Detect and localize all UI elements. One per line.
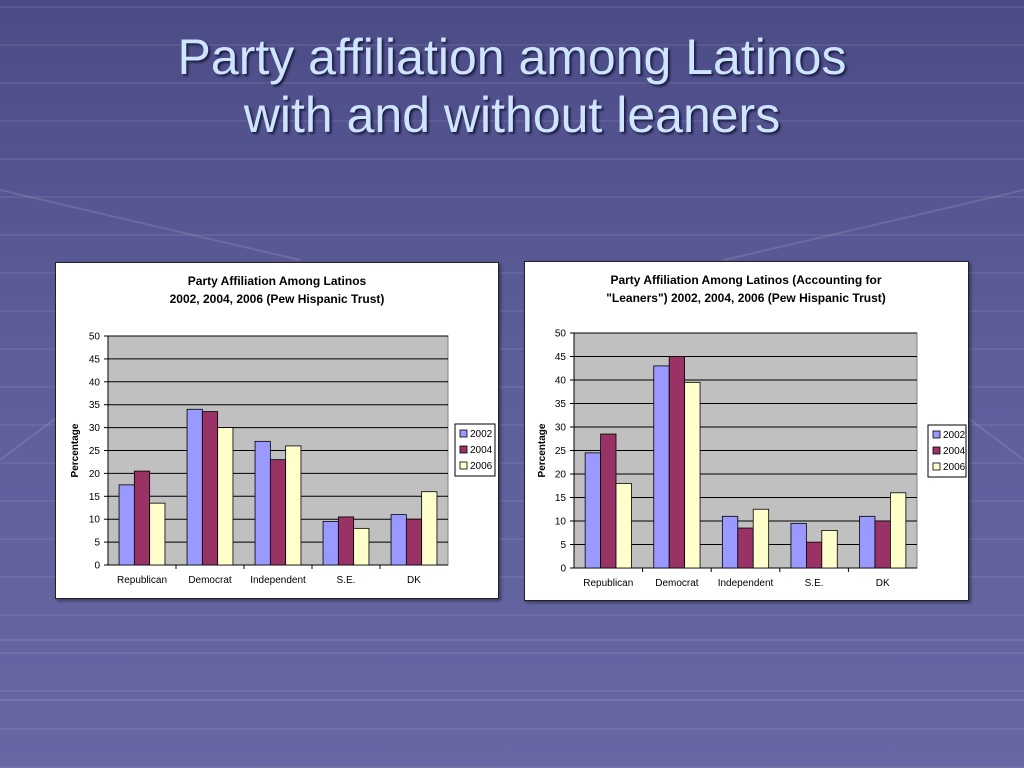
legend-label-2004: 2004 (943, 446, 966, 457)
bar-2006-independent (752, 508, 770, 569)
bar-2002-dk (390, 514, 407, 566)
bar-2002-independent (254, 440, 271, 566)
bar-2004-democrat (668, 356, 686, 569)
y-tick-label: 50 (89, 332, 101, 343)
bar-2002-se (790, 522, 807, 569)
y-tick-label: 25 (89, 446, 101, 457)
y-tick-label: 20 (89, 469, 101, 480)
chart-title-line-1: Party Affiliation Among Latinos (Account… (610, 273, 881, 287)
y-tick-label: 15 (555, 493, 567, 504)
bar-2002-democrat (186, 408, 203, 566)
bar-2006-dk (890, 492, 907, 569)
y-tick-label: 0 (560, 564, 566, 575)
bar-2004-independent (737, 527, 754, 569)
chart-title-line-2: 2002, 2004, 2006 (Pew Hispanic Trust) (170, 292, 385, 306)
y-tick-label: 5 (94, 538, 100, 549)
bar-2006-se (821, 529, 838, 569)
bar-2006-republican (149, 502, 166, 566)
legend-label-2004: 2004 (470, 445, 493, 456)
bar-chart-without-leaners: Party Affiliation Among Latinos 2002, 200… (70, 274, 496, 586)
legend-swatch-2004 (459, 445, 468, 454)
x-tick-label: Independent (718, 578, 774, 589)
bar-2002-republican (118, 484, 135, 566)
x-tick-label: DK (876, 578, 890, 589)
y-tick-label: 5 (560, 540, 566, 551)
bar-2002-republican (584, 452, 601, 569)
legend-label-2002: 2002 (943, 430, 966, 441)
bar-2004-republican (133, 470, 151, 566)
slide-title-line-2: with and without leaners (243, 87, 781, 143)
x-tick-label: Democrat (655, 578, 699, 589)
bar-2004-dk (874, 520, 891, 569)
y-tick-label: 40 (555, 376, 567, 387)
bar-2006-republican (615, 482, 632, 569)
legend-swatch-2002 (459, 429, 468, 438)
bar-chart-with-leaners: Party Affiliation Among Latinos (Account… (537, 273, 967, 589)
y-tick-label: 45 (89, 354, 101, 365)
y-tick-label: 40 (89, 377, 101, 388)
bar-2006-independent (285, 445, 302, 566)
y-tick-label: 35 (89, 400, 101, 411)
bar-2006-democrat (684, 381, 701, 569)
x-tick-label: Republican (117, 575, 167, 586)
x-tick-label: Democrat (188, 575, 232, 586)
y-tick-label: 45 (555, 352, 567, 363)
bar-2004-dk (405, 518, 423, 566)
y-tick-label: 10 (89, 515, 101, 526)
y-tick-label: 30 (555, 423, 567, 434)
bar-2002-se (322, 521, 339, 566)
y-tick-label: 35 (555, 399, 567, 410)
chart-panel-without-leaners: Party Affiliation Among Latinos 2002, 200… (55, 262, 499, 599)
chart-title-line-2: "Leaners") 2002, 2004, 2006 (Pew Hispani… (606, 291, 886, 305)
legend-swatch-2006 (459, 461, 468, 470)
y-tick-label: 50 (555, 329, 567, 340)
bar-2002-independent (721, 515, 739, 569)
bar-2004-democrat (201, 411, 219, 566)
y-tick-label: 0 (94, 561, 100, 572)
bar-2006-democrat (217, 427, 234, 566)
legend-swatch-2002 (932, 430, 941, 439)
chart-title-line-1: Party Affiliation Among Latinos (188, 274, 367, 288)
legend-label-2006: 2006 (470, 461, 493, 472)
x-tick-label: S.E. (805, 578, 824, 589)
x-tick-label: Independent (250, 575, 306, 586)
bar-2002-democrat (653, 365, 670, 569)
bar-2004-independent (269, 459, 287, 566)
y-axis-label: Percentage (537, 423, 548, 477)
y-tick-label: 25 (555, 446, 567, 457)
bar-2006-dk (421, 491, 438, 566)
bar-2004-republican (600, 433, 617, 569)
x-tick-label: S.E. (337, 575, 356, 586)
x-tick-label: DK (407, 575, 421, 586)
bar-2004-se (337, 516, 355, 566)
y-tick-label: 20 (555, 470, 567, 481)
y-tick-label: 10 (555, 517, 567, 528)
y-tick-label: 15 (89, 492, 101, 503)
legend-label-2002: 2002 (470, 429, 493, 440)
legend-label-2006: 2006 (943, 462, 966, 473)
legend-swatch-2004 (932, 446, 941, 455)
y-tick-label: 30 (89, 423, 101, 434)
bar-2002-dk (859, 515, 876, 569)
slide-title: Party affiliation among Latinos with and… (0, 28, 1024, 144)
bar-2006-se (353, 527, 370, 566)
chart-panel-with-leaners: Party Affiliation Among Latinos (Account… (524, 261, 969, 601)
slide-title-line-1: Party affiliation among Latinos (177, 29, 847, 85)
legend-swatch-2006 (932, 462, 941, 471)
bar-2004-se (805, 541, 823, 569)
y-axis-label: Percentage (70, 423, 81, 477)
x-tick-label: Republican (583, 578, 633, 589)
